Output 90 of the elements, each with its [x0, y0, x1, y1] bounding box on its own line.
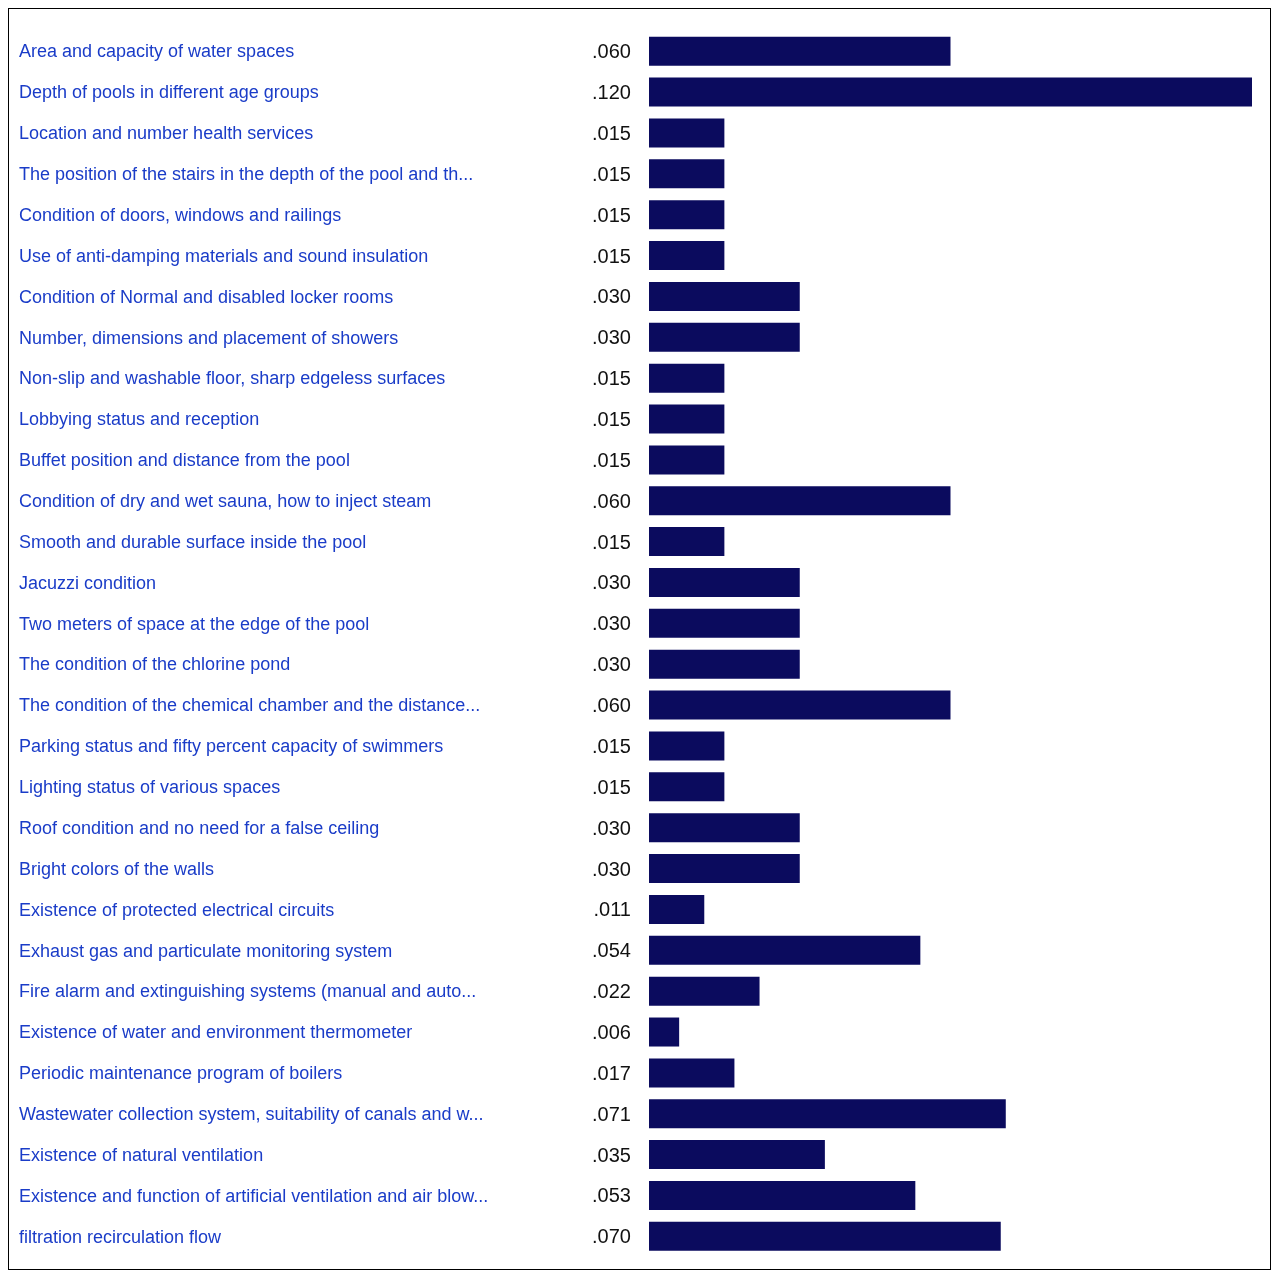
y-tick-label: Lighting status of various spaces [19, 777, 281, 798]
data-label: .071 [592, 1102, 631, 1125]
y-tick-label: Existence and function of artificial ventilation and air blow... [19, 1185, 489, 1206]
data-label: .060 [592, 694, 631, 717]
y-tick-label: The position of the stairs in the depth of the pool and th... [19, 164, 474, 185]
y-tick-label: filtration recirculation flow [19, 1226, 223, 1247]
data-label: .030 [592, 857, 631, 880]
y-tick-label: Roof condition and no need for a false ceiling [19, 817, 380, 838]
y-tick-label: Condition of Normal and disabled locker rooms [19, 286, 394, 307]
bar [649, 854, 800, 884]
data-label: .035 [592, 1143, 631, 1166]
data-label: .015 [592, 734, 631, 757]
bar [649, 1140, 825, 1170]
y-tick-label: Condition of dry and wet sauna, how to inject steam [19, 490, 432, 511]
y-tick-label: Non-slip and washable floor, sharp edgeless surfaces [19, 368, 446, 389]
data-label: .030 [592, 285, 631, 308]
y-tick-label: Use of anti-damping materials and sound insulation [19, 245, 429, 266]
y-tick-label: Buffet position and distance from the pool [19, 450, 350, 471]
y-tick-label: Bright colors of the walls [19, 858, 215, 879]
y-tick-label: Fire alarm and extinguishing systems (manual and auto... [19, 981, 477, 1002]
y-tick-label: Parking status and fifty percent capacity of swimmers [19, 736, 444, 757]
bar [649, 690, 951, 720]
bar [649, 772, 725, 802]
y-tick-label: Smooth and durable surface inside the pool [19, 531, 367, 552]
bar [649, 36, 951, 66]
bar [649, 281, 800, 311]
data-label: .015 [592, 203, 631, 226]
y-tick-label: Two meters of space at the edge of the pool [19, 613, 370, 634]
bar [649, 731, 725, 761]
y-tick-label: Area and capacity of water spaces [19, 41, 295, 62]
bar [649, 813, 800, 843]
bar [649, 608, 800, 638]
y-tick-label: Existence of water and environment thermometer [19, 1022, 413, 1043]
y-tick-label: Exhaust gas and particulate monitoring system [19, 940, 393, 961]
data-label: .015 [592, 408, 631, 431]
data-label: .054 [592, 939, 631, 962]
data-label: .030 [592, 612, 631, 635]
bar [649, 1180, 916, 1210]
y-tick-label: Depth of pools in different age groups [19, 82, 319, 103]
bar [649, 77, 1252, 107]
bar [649, 976, 760, 1006]
y-tick-label: The condition of the chemical chamber and the distance... [19, 695, 481, 716]
data-label: .006 [592, 1021, 631, 1044]
data-label: .015 [592, 121, 631, 144]
bar [649, 567, 800, 597]
data-label: .015 [592, 775, 631, 798]
data-label: .053 [592, 1184, 631, 1207]
data-label: .030 [592, 816, 631, 839]
data-label: .011 [593, 898, 631, 921]
data-label: .030 [592, 326, 631, 349]
bar [649, 1017, 680, 1047]
data-label: .015 [592, 448, 631, 471]
y-tick-label: Existence of natural ventilation [19, 1144, 264, 1165]
data-label: .017 [592, 1061, 631, 1084]
bar [649, 1058, 735, 1088]
bar [649, 445, 725, 475]
bar [649, 200, 725, 230]
data-label: .015 [592, 244, 631, 267]
bar [649, 1099, 1006, 1129]
bar [649, 935, 921, 965]
bar [649, 894, 705, 924]
y-tick-label: Lobbying status and reception [19, 409, 260, 430]
bar [649, 1221, 1001, 1251]
bar [649, 159, 725, 189]
data-label: .120 [592, 81, 631, 104]
data-label: .015 [592, 162, 631, 185]
data-label: .022 [592, 980, 631, 1003]
y-tick-label: Wastewater collection system, suitability of canals and w... [19, 1103, 484, 1124]
data-label: .060 [592, 489, 631, 512]
data-label: .030 [592, 571, 631, 594]
y-tick-label: Existence of protected electrical circuits [19, 899, 335, 920]
bar [649, 486, 951, 516]
y-tick-label: Location and number health services [19, 123, 314, 144]
y-tick-label: Periodic maintenance program of boilers [19, 1063, 343, 1084]
data-label: .030 [592, 653, 631, 676]
bar [649, 649, 800, 679]
bar [649, 527, 725, 557]
data-label: .015 [592, 530, 631, 553]
y-tick-label: Number, dimensions and placement of showers [19, 327, 399, 348]
data-label: .015 [592, 367, 631, 390]
y-tick-label: Condition of doors, windows and railings [19, 204, 342, 225]
bar [649, 363, 725, 393]
y-tick-label: Jacuzzi condition [19, 572, 157, 593]
data-label: .060 [592, 40, 631, 63]
y-tick-label: The condition of the chlorine pond [19, 654, 291, 675]
bar [649, 404, 725, 434]
bar [649, 241, 725, 271]
data-label: .070 [592, 1225, 631, 1248]
bar [649, 322, 800, 352]
bar [649, 118, 725, 148]
